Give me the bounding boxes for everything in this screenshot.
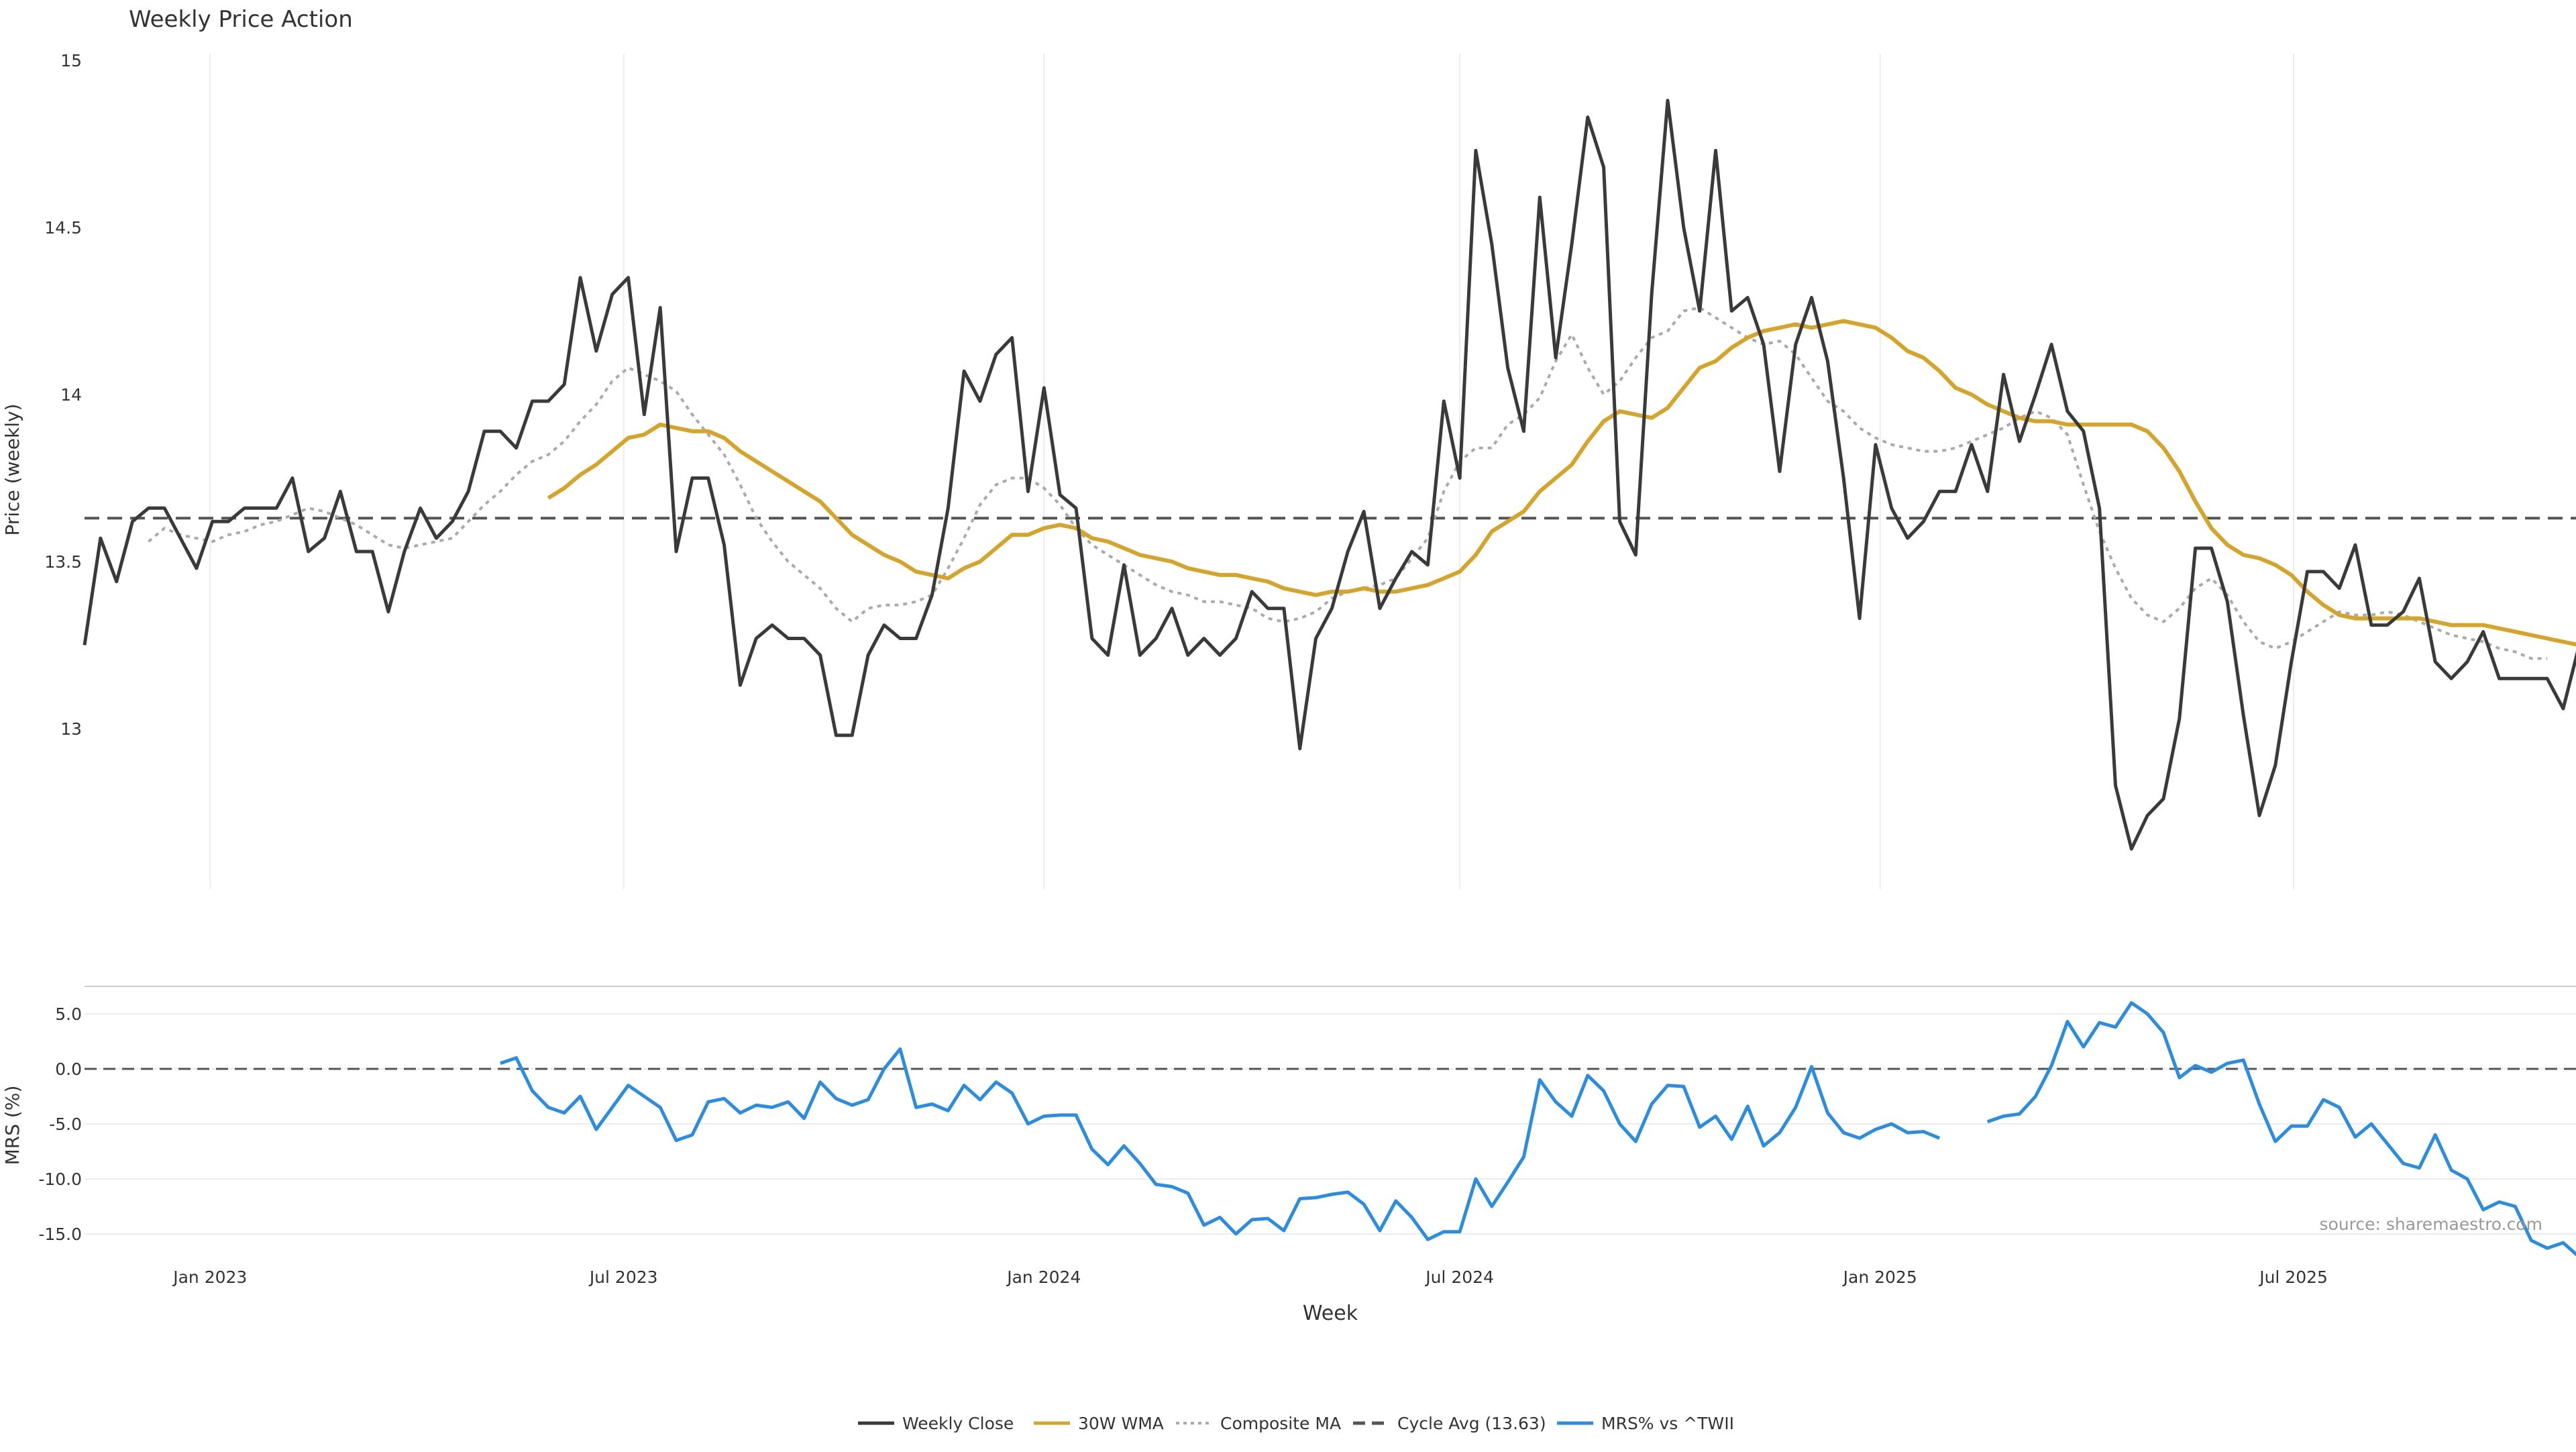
legend-label: Weekly Close	[902, 1414, 1014, 1433]
x-tick-label: Jul 2023	[588, 1267, 658, 1287]
x-tick-label: Jan 2023	[172, 1267, 247, 1287]
legend-label: Cycle Avg (13.63)	[1397, 1414, 1546, 1433]
price-y-tick-label: 14.5	[44, 218, 82, 238]
price-y-tick-label: 13	[60, 719, 82, 739]
x-tick-label: Jul 2024	[1424, 1267, 1494, 1287]
price-y-tick-label: 15	[60, 51, 82, 70]
x-tick-label: Jan 2024	[1006, 1267, 1081, 1287]
legend: Weekly Close 30W WMA Composite MA Cycle Avg…	[858, 1414, 1734, 1433]
legend-label: MRS% vs ^TWII	[1601, 1414, 1734, 1433]
mrs-y-tick-label: -10.0	[38, 1170, 82, 1189]
legend-label: Composite MA	[1220, 1414, 1341, 1433]
mrs-series-group	[85, 1001, 2576, 1257]
mrs-y-tick-label: -5.0	[49, 1114, 82, 1134]
price-y-axis-label: Price (weekly)	[1, 404, 23, 536]
mrs-grid: Jan 2023 Jul 2023 Jan 2024 Jul 2024 Jan 2025…	[38, 986, 2576, 1287]
chart-title: Weekly Price Action	[129, 6, 353, 33]
mrs-line-segment	[1986, 1001, 2576, 1257]
x-tick-label: Jan 2025	[1842, 1267, 1917, 1287]
wma-30w-line	[547, 319, 2576, 647]
x-axis-label: Week	[1303, 1302, 1358, 1325]
price-y-tick-label: 14	[60, 385, 82, 405]
price-series-group	[83, 99, 2576, 851]
mrs-y-tick-label: -15.0	[38, 1225, 82, 1244]
weekly-close-line	[83, 99, 2576, 851]
x-tick-label: Jul 2025	[2258, 1267, 2328, 1287]
price-y-tick-label: 13.5	[44, 552, 82, 572]
price-grid: 13 13.5 14 14.5 15	[44, 51, 2295, 889]
mrs-y-axis-label: MRS (%)	[1, 1086, 23, 1165]
mrs-y-tick-label: 0.0	[55, 1059, 82, 1079]
source-note: source: sharemaestro.com	[2320, 1214, 2543, 1234]
legend-label: 30W WMA	[1078, 1414, 1164, 1433]
mrs-line-segment	[499, 1047, 1941, 1241]
mrs-y-tick-label: 5.0	[55, 1004, 82, 1024]
